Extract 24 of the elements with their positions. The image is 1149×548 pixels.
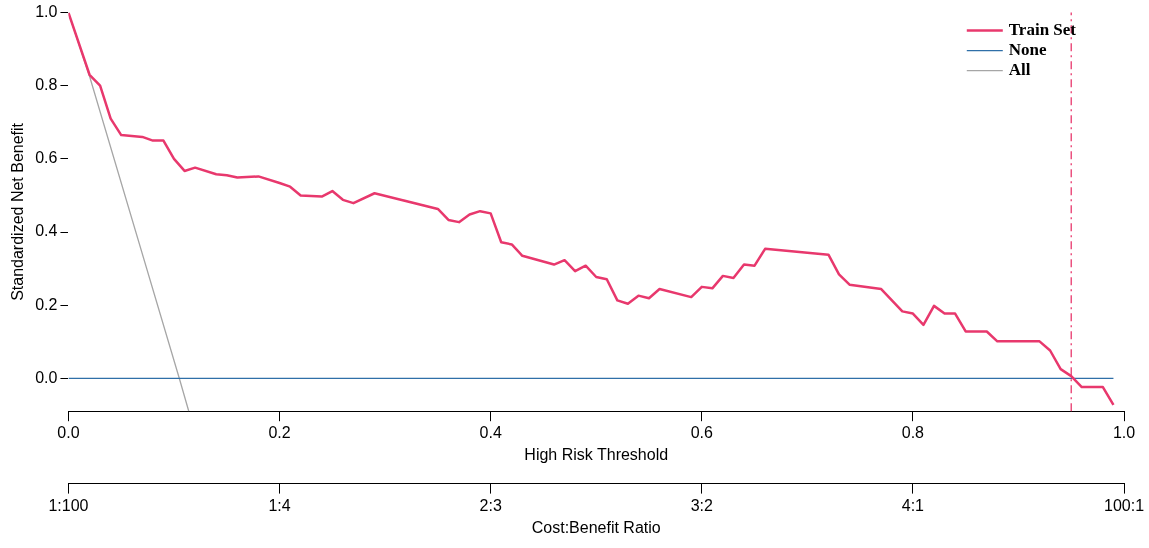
legend-label: Train Set [1008,19,1077,39]
y-axis-title: Standardized Net Benefit [9,122,27,301]
legend-label: None [1008,39,1048,59]
y-tick-label: 0.0 [35,368,58,386]
x-tick-label: 0.8 [901,424,925,442]
x2-axis-title: Cost:Benefit Ratio [531,518,661,536]
text: 4:1 [901,496,925,514]
y-tick-label: 0.6 [35,149,58,167]
x-tick-label: 0.4 [479,424,502,442]
x-tick-label: 1.0 [1112,424,1136,442]
x-tick-label: 0.6 [690,424,713,442]
x-tick-label: 0.2 [268,424,291,442]
text: 1:100 [48,496,89,514]
text: 2:3 [479,496,502,514]
y-tick-label: 0.4 [35,222,58,240]
text: 1:4 [268,496,291,514]
text: 100:1 [1103,496,1145,514]
y-tick-label: 0.8 [35,76,58,94]
x-axis-title: High Risk Threshold [524,446,669,464]
x-tick-label: 0.0 [57,424,80,442]
text: 3:2 [690,496,713,514]
y-tick-label: 1.0 [35,3,58,21]
y-tick-label: 0.2 [35,295,58,313]
legend-label: All [1008,59,1031,79]
